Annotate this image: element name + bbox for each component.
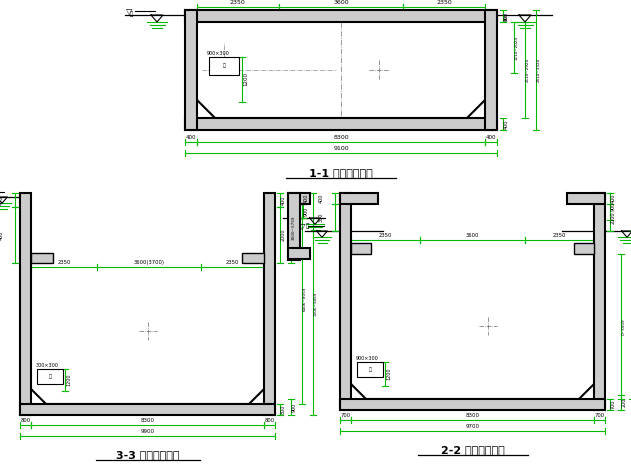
Bar [340, 193, 378, 204]
Text: 400: 400 [0, 230, 4, 240]
Text: ▽: ▽ [126, 7, 132, 15]
Text: 300×300: 300×300 [36, 363, 59, 368]
Bar [185, 10, 197, 130]
Text: 2-2 结构横剪面图: 2-2 结构横剪面图 [440, 445, 504, 455]
Text: 9900: 9900 [141, 429, 155, 434]
Bar [574, 243, 594, 254]
Text: 900: 900 [611, 202, 616, 211]
Text: 400: 400 [0, 195, 4, 204]
Text: 2350: 2350 [230, 0, 245, 5]
Text: 200: 200 [622, 398, 627, 407]
Text: 2350: 2350 [57, 260, 71, 265]
Bar [567, 193, 605, 204]
Text: 1200: 1200 [386, 368, 391, 380]
Bar [288, 193, 310, 204]
Text: 1200: 1200 [243, 73, 248, 86]
Text: 9100: 9100 [333, 146, 349, 151]
Text: 3-3 结构横剪面图: 3-3 结构横剪面图 [115, 450, 179, 460]
Text: 2350: 2350 [379, 233, 392, 238]
Bar [185, 10, 497, 22]
Text: 2350: 2350 [553, 233, 566, 238]
Text: 700: 700 [341, 413, 351, 418]
Text: 3600(3700): 3600(3700) [133, 260, 165, 265]
Text: 8300: 8300 [141, 418, 155, 423]
Bar [209, 57, 239, 75]
Text: 2514~3324: 2514~3324 [537, 58, 541, 82]
Text: 800: 800 [264, 418, 274, 423]
Text: 2000: 2000 [611, 211, 616, 224]
Text: 400: 400 [304, 194, 309, 203]
Text: 桩: 桩 [130, 11, 133, 17]
Text: 2114~2924: 2114~2924 [526, 58, 530, 82]
Text: 900: 900 [504, 11, 509, 21]
Text: 0~3509: 0~3509 [622, 318, 626, 335]
Text: 900×300: 900×300 [356, 356, 379, 361]
Text: 400: 400 [611, 194, 616, 203]
Text: 400: 400 [486, 135, 496, 140]
Bar [185, 118, 497, 130]
Text: 8300: 8300 [466, 413, 480, 418]
Text: ▽: ▽ [298, 221, 305, 230]
Text: 400: 400 [504, 119, 509, 129]
Text: 廊: 廊 [49, 374, 52, 379]
Text: 6406~8059: 6406~8059 [303, 286, 307, 310]
Text: 800: 800 [281, 405, 286, 414]
Bar [357, 362, 383, 377]
Text: 3600: 3600 [333, 0, 349, 5]
Bar [20, 404, 275, 415]
Text: 400: 400 [319, 194, 324, 203]
Text: 1-1 结构横剪面图: 1-1 结构横剪面图 [309, 168, 373, 178]
Text: 廊: 廊 [223, 63, 225, 68]
Text: 9700: 9700 [466, 424, 480, 429]
Text: 300: 300 [319, 213, 324, 222]
Text: 400: 400 [186, 135, 196, 140]
Bar [288, 193, 300, 260]
Text: 400: 400 [505, 13, 509, 21]
Text: 700: 700 [594, 413, 604, 418]
Bar [485, 10, 497, 130]
Bar [31, 253, 53, 263]
Text: 2000: 2000 [281, 229, 286, 241]
Text: 2350: 2350 [226, 260, 239, 265]
Text: 900: 900 [304, 206, 309, 216]
Text: 3600: 3600 [466, 233, 479, 238]
Bar [594, 193, 605, 410]
Text: 3500~5759: 3500~5759 [292, 216, 296, 240]
Bar [288, 248, 310, 259]
Bar [340, 193, 351, 410]
Text: 1214~2024: 1214~2024 [515, 36, 519, 60]
Text: 900×300: 900×300 [207, 51, 230, 56]
Text: 廊: 廊 [369, 367, 372, 372]
Bar [37, 369, 63, 384]
Text: 800: 800 [20, 418, 30, 423]
Text: 700: 700 [611, 400, 616, 409]
Text: 桩: 桩 [306, 223, 309, 229]
Bar [340, 399, 605, 410]
Bar [264, 193, 275, 415]
Text: 400: 400 [281, 195, 286, 204]
Text: 1200: 1200 [66, 374, 71, 386]
Text: 900: 900 [292, 402, 297, 412]
Text: 8300: 8300 [333, 135, 349, 140]
Bar [351, 243, 371, 254]
Text: 7206~9459: 7206~9459 [314, 292, 318, 316]
Bar [242, 253, 264, 263]
Bar [20, 193, 31, 415]
Text: 2350: 2350 [437, 0, 452, 5]
